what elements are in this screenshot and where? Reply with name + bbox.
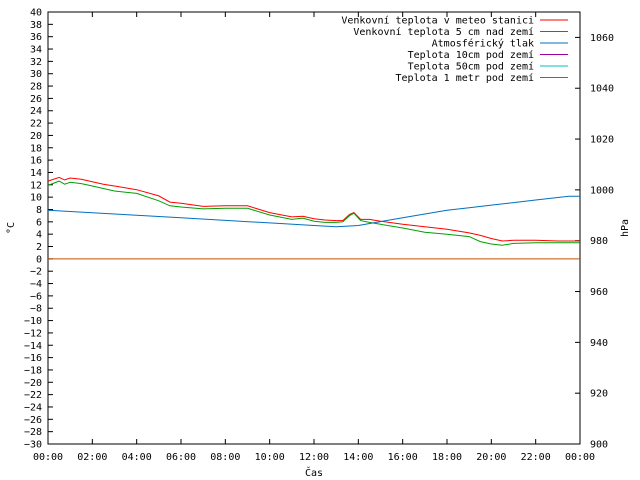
series-line-1 — [47, 180, 580, 246]
y2-tick-label: 1060 — [590, 33, 614, 44]
y-tick-label: −22 — [24, 390, 42, 401]
y-tick-label: 6 — [36, 217, 42, 228]
y-tick-label: 0 — [36, 254, 42, 265]
y-tick-label: 2 — [36, 242, 42, 253]
y2-tick-label: 1040 — [590, 84, 614, 95]
x-tick-label: 10:00 — [255, 452, 285, 463]
y-tick-label: −8 — [30, 304, 42, 315]
y-tick-label: 22 — [30, 119, 42, 130]
legend-label-5: Teplota 1 metr pod zemí — [396, 72, 534, 84]
y-tick-label: 40 — [30, 8, 42, 19]
y-axis-label: °C — [6, 222, 17, 234]
y-tick-label: 38 — [30, 20, 42, 31]
x-tick-label: 00:00 — [33, 452, 63, 463]
x-tick-label: 08:00 — [210, 452, 240, 463]
y2-axis-label: hPa — [620, 219, 631, 237]
y-tick-label: −28 — [24, 427, 42, 438]
y-tick-label: −12 — [24, 328, 42, 339]
y-tick-label: −16 — [24, 353, 42, 364]
y2-tick-label: 900 — [590, 440, 608, 451]
x-tick-label: 02:00 — [77, 452, 107, 463]
legend-label-0: Venkovní teplota v meteo stanici — [341, 15, 534, 27]
x-tick-label: 18:00 — [432, 452, 462, 463]
y-tick-label: 4 — [36, 230, 42, 241]
y2-tick-label: 980 — [590, 236, 608, 247]
y-tick-label: 8 — [36, 205, 42, 216]
y-tick-label: 26 — [30, 94, 42, 105]
y-tick-label: 14 — [30, 168, 42, 179]
y-tick-label: −10 — [24, 316, 42, 327]
y-tick-label: −6 — [30, 291, 42, 302]
y-tick-label: 34 — [30, 45, 42, 56]
x-tick-label: 12:00 — [299, 452, 329, 463]
y-tick-label: 36 — [30, 32, 42, 43]
y2-tick-label: 920 — [590, 389, 608, 400]
y2-tick-label: 1020 — [590, 135, 614, 146]
y-tick-label: −14 — [24, 341, 42, 352]
y-tick-label: −20 — [24, 378, 42, 389]
y-tick-label: 12 — [30, 180, 42, 191]
y-tick-label: −26 — [24, 415, 42, 426]
y-tick-label: 18 — [30, 143, 42, 154]
y-axis-ticks: 4038363432302826242220181614121086420−2−… — [24, 8, 53, 451]
x-axis-label: Čas — [305, 466, 323, 479]
x-tick-label: 06:00 — [166, 452, 196, 463]
y2-axis-ticks: 1060 1040 1020 1000 980 960 940 920 900 — [575, 33, 614, 451]
legend-label-4: Teplota 50cm pod zemí — [408, 61, 534, 73]
x-tick-label: 16:00 — [388, 452, 418, 463]
x-tick-label: 14:00 — [343, 452, 373, 463]
x-tick-label: 04:00 — [122, 452, 152, 463]
series-line-0 — [47, 176, 580, 242]
y2-tick-label: 1000 — [590, 185, 614, 196]
y-tick-label: −18 — [24, 365, 42, 376]
y-tick-label: 16 — [30, 156, 42, 167]
y-tick-label: 10 — [30, 193, 42, 204]
x-tick-label: 00:00 — [565, 452, 595, 463]
x-tick-label: 20:00 — [476, 452, 506, 463]
y-tick-label: −30 — [24, 440, 42, 451]
y-tick-label: 24 — [30, 106, 42, 117]
legend-label-1: Venkovní teplota 5 cm nad zemí — [353, 26, 534, 38]
y-tick-label: −2 — [30, 267, 42, 278]
legend-label-3: Teplota 10cm pod zemí — [408, 49, 534, 61]
legend-label-2: Atmosférický tlak — [432, 38, 534, 50]
y2-tick-label: 940 — [590, 338, 608, 349]
y-tick-label: 32 — [30, 57, 42, 68]
y-tick-label: −4 — [30, 279, 42, 290]
y-tick-label: 30 — [30, 69, 42, 80]
y-tick-label: −24 — [24, 402, 42, 413]
y2-tick-label: 960 — [590, 287, 608, 298]
y-tick-label: 28 — [30, 82, 42, 93]
legend: Venkovní teplota v meteo staniciVenkovní… — [341, 15, 568, 84]
x-tick-label: 22:00 — [521, 452, 551, 463]
series-layer — [47, 176, 580, 260]
series-line-2 — [47, 195, 580, 228]
y-tick-label: 20 — [30, 131, 42, 142]
x-axis-ticks: 00:00 02:00 04:00 06:00 08:00 10:00 12:00 14:00… — [33, 12, 595, 463]
